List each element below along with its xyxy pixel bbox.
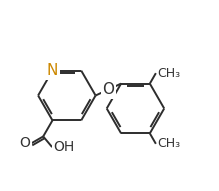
Text: N: N xyxy=(47,63,58,78)
Text: CH₃: CH₃ xyxy=(157,137,180,150)
Text: O: O xyxy=(102,82,114,97)
Text: CH₃: CH₃ xyxy=(157,67,180,80)
Text: O: O xyxy=(19,136,30,150)
Text: OH: OH xyxy=(53,140,74,154)
